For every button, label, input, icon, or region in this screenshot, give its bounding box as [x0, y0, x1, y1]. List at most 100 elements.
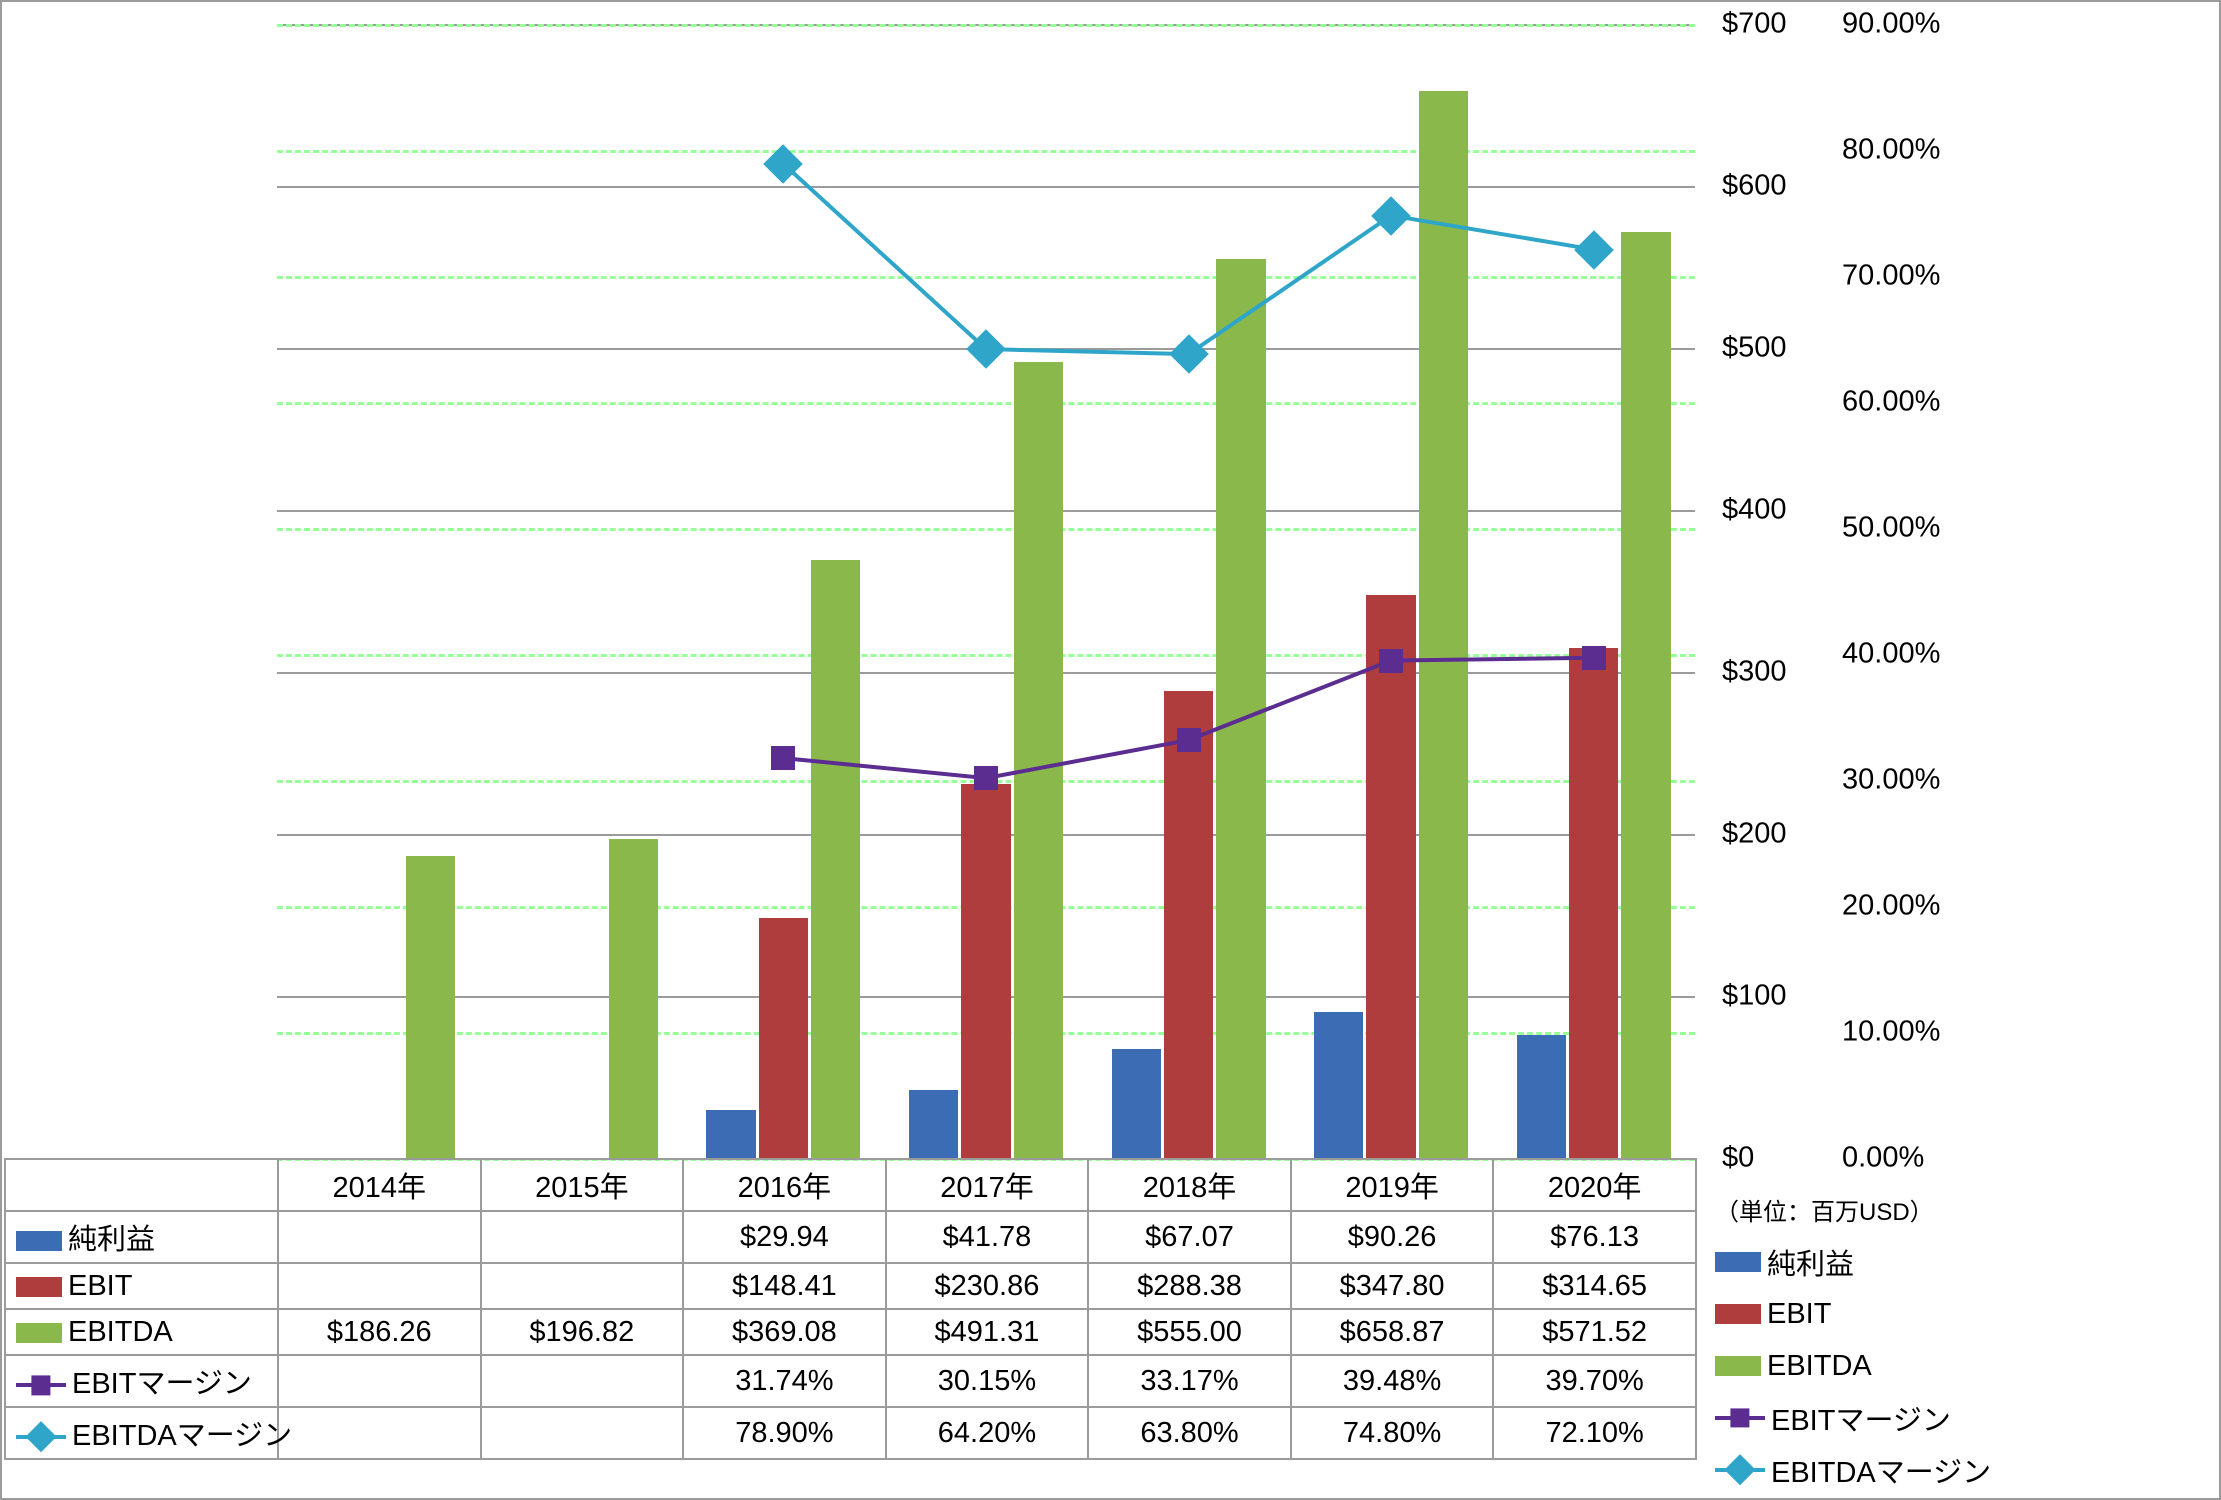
swatch-line-diamond-icon [16, 1425, 66, 1449]
table-row-header-ebit_margin: EBITマージン [5, 1355, 278, 1407]
legend-label: 純利益 [1767, 1241, 1854, 1283]
table-cell [278, 1211, 481, 1263]
y-left-tick: $500 [1722, 332, 1787, 365]
y-left-tick: $0 [1722, 1142, 1754, 1175]
table-col-header: 2020年 [1493, 1159, 1696, 1211]
series-label: EBIT [68, 1270, 132, 1302]
table-cell: 78.90% [683, 1407, 886, 1459]
swatch-line-square-icon [16, 1373, 66, 1397]
table-row-header-ebitda_margin: EBITDAマージン [5, 1407, 278, 1459]
table-cell: $76.13 [1493, 1211, 1696, 1263]
table-cell: $571.52 [1493, 1309, 1696, 1355]
table-cell: $555.00 [1088, 1309, 1291, 1355]
y-right-tick: 10.00% [1842, 1016, 1940, 1049]
legend-item-ebitda_margin: EBITDAマージン [1715, 1446, 1991, 1494]
marker-ebit_margin [1177, 728, 1201, 752]
swatch-bar-icon [1715, 1252, 1761, 1272]
legend-right: 純利益 EBIT EBITDA EBITマージン EBITDAマージン [1715, 1238, 1991, 1494]
table-cell [481, 1211, 684, 1263]
table-cell [278, 1355, 481, 1407]
table-cell: $491.31 [886, 1309, 1089, 1355]
table-cell: 33.17% [1088, 1355, 1291, 1407]
line-ebitda_margin [783, 164, 1593, 354]
table-cell: 63.80% [1088, 1407, 1291, 1459]
line-ebit_margin [783, 658, 1593, 778]
marker-ebit_margin [1379, 649, 1403, 673]
table-cell [278, 1263, 481, 1309]
legend-label: EBIT [1767, 1298, 1831, 1331]
y-left-tick: $700 [1722, 8, 1787, 41]
table-cell: 31.74% [683, 1355, 886, 1407]
table-cell: $67.07 [1088, 1211, 1291, 1263]
marker-ebit_margin [771, 746, 795, 770]
table-cell: $347.80 [1291, 1263, 1494, 1309]
legend-label: EBITマージン [1771, 1397, 1951, 1439]
table-cell: $41.78 [886, 1211, 1089, 1263]
table-corner [5, 1159, 278, 1211]
table-cell: $230.86 [886, 1263, 1089, 1309]
swatch-bar-icon [1715, 1304, 1761, 1324]
swatch-bar-icon [1715, 1356, 1761, 1376]
y-right-tick: 30.00% [1842, 764, 1940, 797]
table-col-header: 2014年 [278, 1159, 481, 1211]
y-left-tick: $600 [1722, 170, 1787, 203]
y-left-tick: $400 [1722, 494, 1787, 527]
y-left-tick: $200 [1722, 818, 1787, 851]
legend-item-ebitda: EBITDA [1715, 1342, 1991, 1390]
swatch-bar-icon [16, 1323, 62, 1343]
swatch-line-square-icon [1715, 1406, 1765, 1430]
y-right-tick: 60.00% [1842, 386, 1940, 419]
chart-container: $0 $100 $200 $300 $400 $500 $600 $700 0.00% 10.0… [0, 0, 2221, 1500]
series-label: EBITDA [68, 1316, 173, 1348]
series-label: EBITマージン [72, 1368, 252, 1400]
y-left-tick: $300 [1722, 656, 1787, 689]
table-cell: $658.87 [1291, 1309, 1494, 1355]
table-col-header: 2019年 [1291, 1159, 1494, 1211]
marker-ebit_margin [1582, 646, 1606, 670]
series-label: 純利益 [68, 1224, 155, 1256]
y-right-tick: 80.00% [1842, 134, 1940, 167]
legend-label: EBITDAマージン [1771, 1449, 1991, 1491]
y-right-tick: 50.00% [1842, 512, 1940, 545]
table-row-header-net_income: 純利益 [5, 1211, 278, 1263]
table-cell: 39.48% [1291, 1355, 1494, 1407]
table-cell: 64.20% [886, 1407, 1089, 1459]
table-cell: 74.80% [1291, 1407, 1494, 1459]
plot-area [277, 24, 1695, 1158]
table-cell: $148.41 [683, 1263, 886, 1309]
swatch-line-diamond-icon [1715, 1458, 1765, 1482]
table-cell: 30.15% [886, 1355, 1089, 1407]
marker-ebit_margin [974, 766, 998, 790]
table-cell: $369.08 [683, 1309, 886, 1355]
table-cell: 39.70% [1493, 1355, 1696, 1407]
table-cell: $29.94 [683, 1211, 886, 1263]
y-right-tick: 70.00% [1842, 260, 1940, 293]
table-row-header-ebit: EBIT [5, 1263, 278, 1309]
table-col-header: 2016年 [683, 1159, 886, 1211]
table-col-header: 2017年 [886, 1159, 1089, 1211]
table-cell [481, 1407, 684, 1459]
table-row-header-ebitda: EBITDA [5, 1309, 278, 1355]
data-table: 2014年2015年2016年2017年2018年2019年2020年純利益 $2… [4, 1158, 1697, 1460]
line-layer [277, 24, 1695, 1158]
legend-label: EBITDA [1767, 1350, 1872, 1383]
table-cell: $196.82 [481, 1309, 684, 1355]
table-cell [481, 1263, 684, 1309]
table-cell [278, 1407, 481, 1459]
legend-item-ebit_margin: EBITマージン [1715, 1394, 1991, 1442]
legend-item-ebit: EBIT [1715, 1290, 1991, 1338]
swatch-bar-icon [16, 1231, 62, 1251]
y-right-tick: 90.00% [1842, 8, 1940, 41]
swatch-bar-icon [16, 1277, 62, 1297]
table-col-header: 2018年 [1088, 1159, 1291, 1211]
table-cell [481, 1355, 684, 1407]
series-label: EBITDAマージン [72, 1420, 292, 1452]
table-cell: $288.38 [1088, 1263, 1291, 1309]
y-right-tick: 0.00% [1842, 1142, 1924, 1175]
table-cell: $314.65 [1493, 1263, 1696, 1309]
y-right-tick: 40.00% [1842, 638, 1940, 671]
unit-label: （単位：百万USD） [1715, 1192, 1934, 1227]
table-cell: $186.26 [278, 1309, 481, 1355]
y-left-tick: $100 [1722, 980, 1787, 1013]
table-col-header: 2015年 [481, 1159, 684, 1211]
